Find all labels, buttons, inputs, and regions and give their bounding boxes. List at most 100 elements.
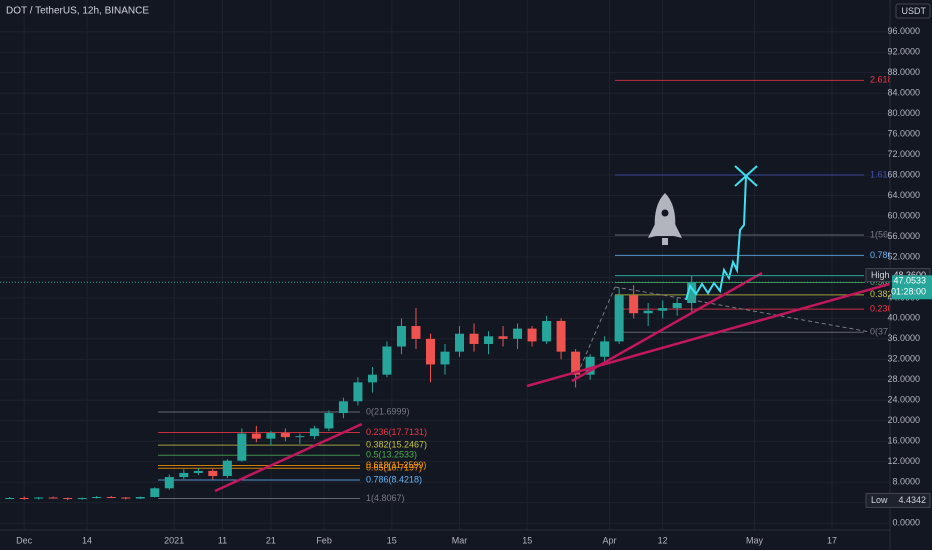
fib-label: 0.618(11.2599) <box>366 460 426 470</box>
countdown-label: 01:28:00 <box>891 287 926 297</box>
candle-body <box>367 374 377 383</box>
candle-body <box>469 333 479 344</box>
candle-body <box>484 336 494 344</box>
x-tick-label: Dec <box>16 535 33 545</box>
candle-body <box>382 346 392 375</box>
fib-trend <box>614 286 871 333</box>
candle-body <box>121 497 131 499</box>
fib-trend <box>574 286 616 381</box>
trend-line <box>526 281 894 388</box>
candle-body <box>338 401 348 414</box>
trend-line <box>214 422 363 493</box>
y-tick-label: 80.0000 <box>887 108 920 118</box>
x-tick-label: 12 <box>658 535 668 545</box>
candle-body <box>396 326 406 347</box>
candle-body <box>222 460 232 477</box>
x-tick-label: 15 <box>522 535 532 545</box>
candle-body <box>164 477 174 489</box>
candle-body <box>295 436 305 438</box>
candle-body <box>92 497 102 499</box>
chart-title: DOT / TetherUS, 12h, BINANCE <box>6 6 149 17</box>
candle-body <box>440 351 450 365</box>
candle-body <box>5 498 15 500</box>
candle-body <box>425 338 435 365</box>
candle-body <box>571 351 581 375</box>
last-price-label: 47.0533 <box>893 276 926 286</box>
candle-body <box>498 336 508 339</box>
fib-label: 1(56.2 <box>870 229 896 239</box>
x-tick-label: 11 <box>218 535 227 545</box>
x-tick-label: Apr <box>602 535 616 545</box>
candle-body <box>19 498 29 500</box>
y-tick-label: 24.0000 <box>887 395 920 405</box>
y-tick-label: 76.0000 <box>887 128 920 138</box>
target-mark <box>734 165 758 187</box>
currency-label[interactable]: USDT <box>902 6 927 16</box>
candle-body <box>687 282 697 304</box>
candle-body <box>237 433 247 461</box>
x-tick-label: Feb <box>316 535 332 545</box>
candle-body <box>658 308 668 311</box>
y-tick-label: 52.0000 <box>887 251 920 261</box>
fib-label: 0.236(17.7131) <box>366 427 427 437</box>
y-tick-label: 12.0000 <box>887 456 920 466</box>
projection-path <box>685 175 747 301</box>
y-tick-label: 0.0000 <box>892 517 920 527</box>
low-value: 4.4342 <box>898 495 926 505</box>
candle-body <box>150 488 160 498</box>
fib-label: 2.618( <box>870 75 896 85</box>
x-tick-label: 14 <box>82 535 92 545</box>
drawings <box>214 165 894 493</box>
y-tick-label: 92.0000 <box>887 47 920 57</box>
candles <box>5 275 697 501</box>
x-tick-label: 15 <box>387 535 397 545</box>
y-tick-label: 28.0000 <box>887 374 920 384</box>
y-tick-label: 88.0000 <box>887 67 920 77</box>
candle-body <box>179 472 189 478</box>
fib-label: 0.786( <box>870 250 896 260</box>
candle-body <box>353 382 363 402</box>
candle-body <box>34 497 44 499</box>
x-tick-label: Mar <box>452 535 468 545</box>
candle-body <box>193 470 203 473</box>
candle-body <box>585 356 595 375</box>
candle-body <box>251 433 261 439</box>
candle-body <box>309 428 319 437</box>
low-name: Low <box>871 495 888 505</box>
fib-label: 1(4.8067) <box>366 493 405 503</box>
candle-body <box>208 470 218 477</box>
x-tick-label: 2021 <box>164 535 184 545</box>
high-value: 48.3600 <box>893 270 926 280</box>
fib-label: 0.5(13.2533) <box>366 450 417 460</box>
fib-label: 0(21.6999) <box>366 406 410 416</box>
y-tick-label: 32.0000 <box>887 354 920 364</box>
y-tick-label: 72.0000 <box>887 149 920 159</box>
candle-body <box>280 433 290 438</box>
fib-label: 0.382(15.2467) <box>366 439 427 449</box>
candle-body <box>513 328 523 339</box>
fib-label: 0.786(8.4218) <box>366 474 422 484</box>
high-name: High <box>871 270 890 280</box>
fib-label: 0.65(10.7197) <box>366 463 422 473</box>
y-tick-label: 68.0000 <box>887 169 920 179</box>
candle-body <box>135 497 145 499</box>
y-tick-label: 8.0000 <box>892 477 920 487</box>
y-tick-label: 20.0000 <box>887 415 920 425</box>
y-tick-label: 60.0000 <box>887 210 920 220</box>
currency-selector[interactable]: USDT <box>895 3 931 19</box>
fibonacci: 0(21.6999)0.236(17.7131)0.382(15.2467)0.… <box>158 75 896 503</box>
currency-box[interactable] <box>895 3 931 19</box>
y-tick-label: 84.0000 <box>887 88 920 98</box>
candle-body <box>77 498 87 500</box>
candle-body <box>614 295 624 342</box>
price-lines <box>0 275 890 283</box>
candle-body <box>411 326 421 339</box>
candle-body <box>324 413 334 429</box>
rocket-icon <box>648 193 682 245</box>
candle-body <box>556 320 566 352</box>
candle-body <box>600 341 610 357</box>
candle-body <box>266 433 276 439</box>
